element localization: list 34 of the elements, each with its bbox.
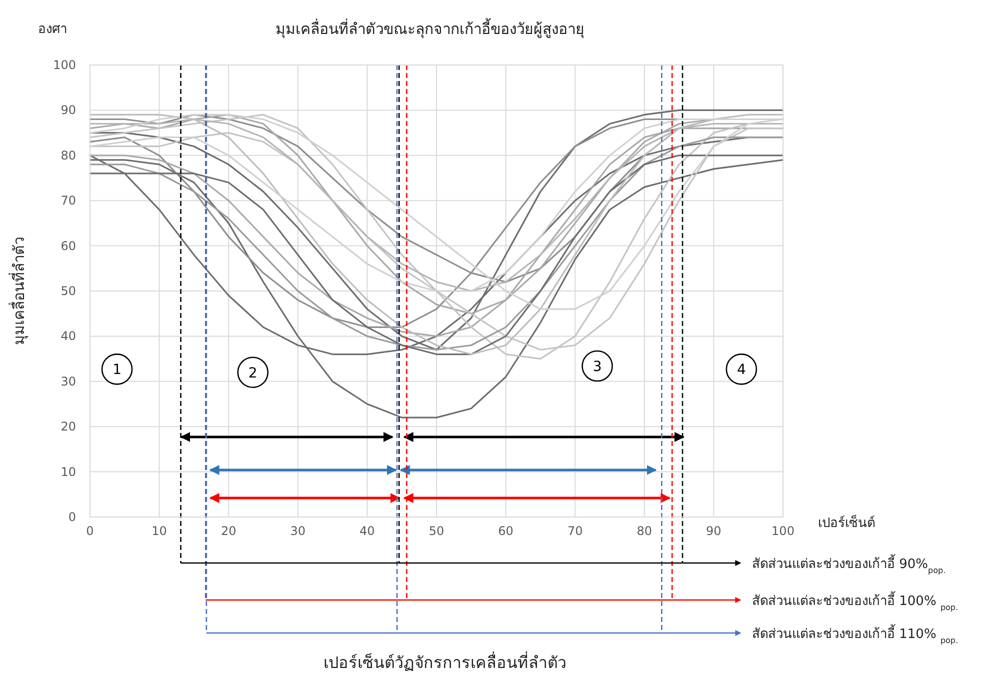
x-tick-label: 10 [152,524,167,538]
text: สัดส่วนแต่ละช่วงของเก้าอี้ 110% $_{pop.}$ [752,624,958,644]
annotation: 4 [736,362,746,378]
x-tick-label: 60 [498,524,514,538]
chart-title: มุมเคลื่อนที่ลำตัวขณะลุกจากเก้าอี้ของวัยผู้สูงอายุ [276,18,584,39]
x-tick-label: 30 [290,524,306,538]
x-tick-label: 70 [567,524,583,538]
annotation: 1 [112,362,122,378]
y-tick-label: 90 [60,103,76,118]
annotation: 2 [248,365,258,382]
y-tick-label: 50 [60,284,76,298]
y-tick-label: 70 [60,194,76,208]
x-tick-label: 20 [220,524,236,538]
x-tick-label: 90 [706,524,722,538]
y-tick-label: 20 [60,420,76,434]
x-tick-label: 100 [772,524,794,538]
x-tick-label: 40 [360,524,375,538]
x-tick-label: 50 [428,524,444,538]
y-tick-label: 40 [60,329,76,344]
text: เปอร์เซ็นต์วัฏจักรการเคลื่อนที่ลำตัว [324,651,566,672]
x-tick-label: 80 [636,524,652,538]
y-tick-label: 60 [60,238,76,253]
y-axis-title: มุมเคลื่อนที่ลำตัว [8,237,29,345]
text: สัดส่วนแต่ละช่วงของเก้าอี้ 100% $_{pop.}$ [752,591,958,612]
y-tick-label: 100 [53,58,76,72]
x-axis-title: เปอร์เซ็นต์ [818,513,875,531]
x-tick-label: 0 [86,524,94,538]
y-tick-label: 80 [60,148,76,162]
y-tick-label: 0 [68,510,76,524]
annotation: 3 [592,359,602,376]
text: สัดส่วนแต่ละช่วงของเก้าอี้ 90%$_{pop.}$ [752,554,946,574]
text: องศา [38,22,67,37]
y-tick-label: 30 [60,374,76,388]
y-tick-label: 10 [60,464,76,479]
